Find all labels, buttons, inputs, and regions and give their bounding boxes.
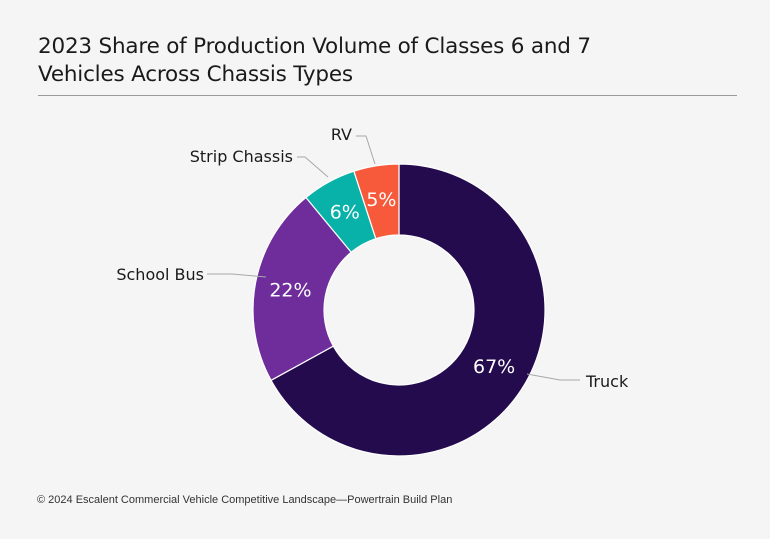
data-label-strip-chassis: 6% [330,201,360,223]
leader-line-truck [526,373,580,381]
chart-title: 2023 Share of Production Volume of Class… [38,33,738,89]
chart-title-line-1: 2023 Share of Production Volume of Class… [38,34,591,59]
leader-line-strip-chassis [297,156,329,178]
data-label-rv: 5% [366,189,396,211]
slices-group [252,163,546,457]
leader-line-school-bus [207,273,267,278]
data-label-school-bus: 22% [269,279,311,301]
category-label-rv: RV [331,125,352,144]
leader-line-rv [356,135,376,165]
slice-school-bus [252,196,353,382]
category-label-school-bus: School Bus [116,265,204,284]
category-label-strip-chassis: Strip Chassis [190,147,293,166]
data-label-truck: 67% [473,356,515,378]
slice-truck [270,163,546,457]
title-divider [38,95,737,96]
chart-title-line-2: Vehicles Across Chassis Types [38,62,353,87]
slice-rv [353,163,400,240]
category-label-truck: Truck [585,372,629,391]
leader-lines-group [207,135,580,381]
labels-group: 67% Truck 22% School Bus 6% Strip Chassis 5% RV [116,125,629,391]
footer-source: © 2024 Escalent Commercial Vehicle Compe… [37,494,453,506]
